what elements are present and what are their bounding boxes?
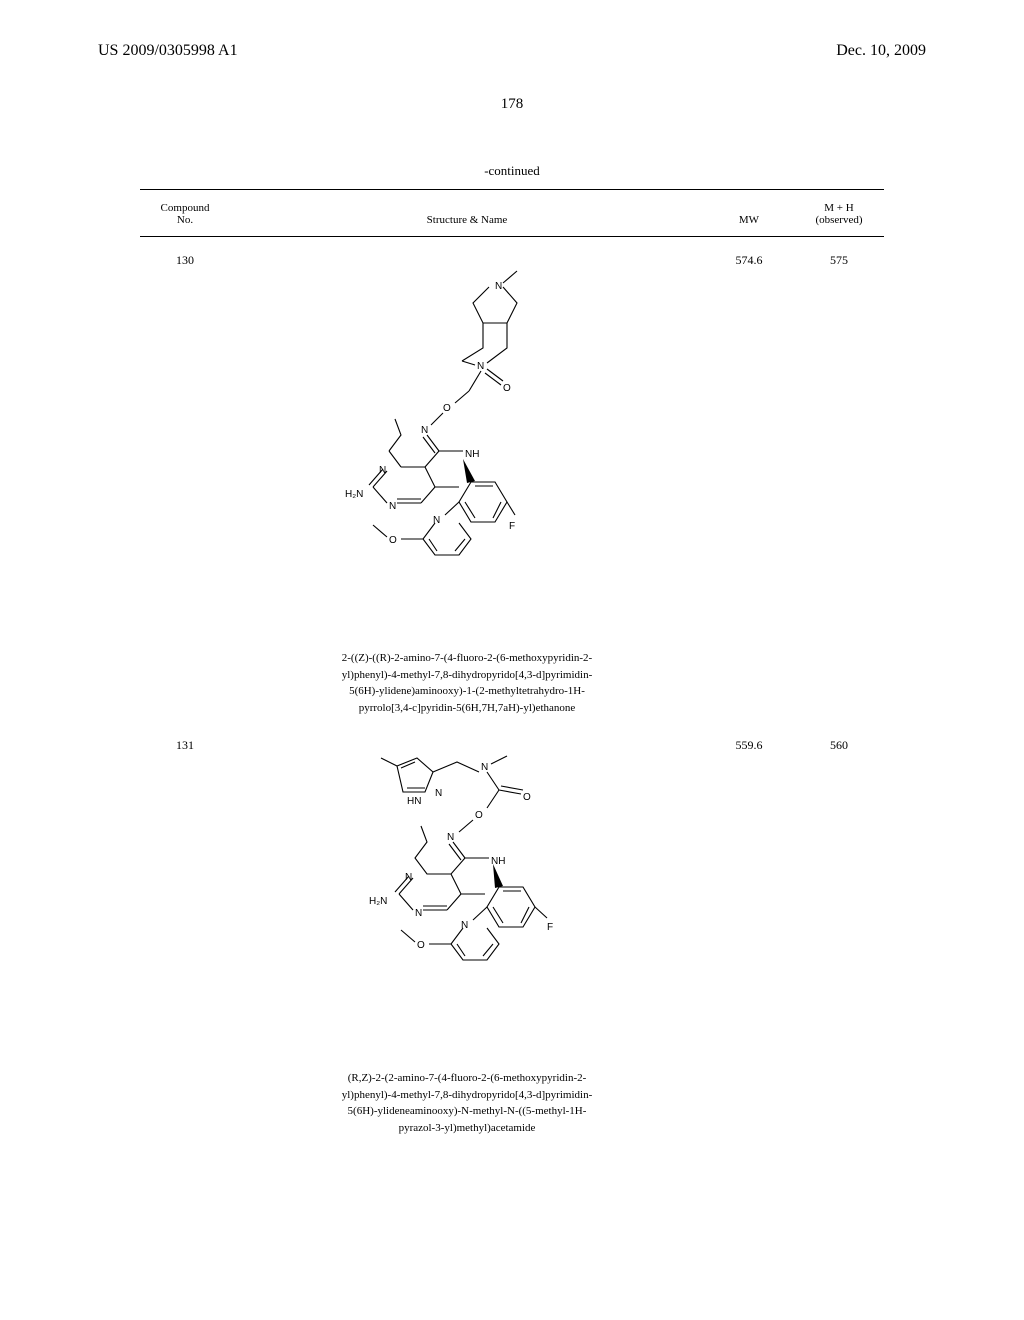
svg-text:N: N [495, 281, 502, 292]
publication-number: US 2009/0305998 A1 [98, 42, 238, 60]
svg-text:N: N [379, 465, 386, 476]
svg-text:N: N [415, 908, 422, 919]
page-header: US 2009/0305998 A1 Dec. 10, 2009 [0, 0, 1024, 60]
header-mh: M + H (observed) [794, 202, 884, 226]
svg-text:F: F [509, 521, 515, 532]
svg-text:O: O [417, 940, 425, 951]
mw-value: 559.6 [704, 738, 794, 1136]
svg-text:H₂N: H₂N [345, 489, 363, 500]
header-mw: MW [704, 202, 794, 226]
table-header-row: Compound No. Structure & Name MW M + H (… [140, 190, 884, 236]
mh-value: 575 [794, 253, 884, 716]
table-row: 130 N N O O [140, 237, 884, 716]
chemical-structure: N N O O N [317, 253, 617, 628]
header-structure: Structure & Name [230, 202, 704, 226]
svg-text:NH: NH [465, 449, 479, 460]
structure-cell: HN N N O O N NH [230, 738, 704, 1136]
table-row: 131 HN N N O [140, 716, 884, 1136]
compound-number: 131 [140, 738, 230, 1136]
continued-label: -continued [0, 163, 1024, 179]
svg-text:F: F [547, 922, 553, 933]
svg-text:N: N [447, 832, 454, 843]
svg-text:N: N [435, 788, 442, 799]
svg-text:O: O [443, 403, 451, 414]
svg-text:N: N [405, 872, 412, 883]
mh-value: 560 [794, 738, 884, 1136]
svg-text:N: N [421, 425, 428, 436]
svg-text:O: O [503, 383, 511, 394]
compound-number: 130 [140, 253, 230, 716]
svg-text:HN: HN [407, 796, 421, 807]
header-compound-no: Compound No. [140, 202, 230, 226]
svg-text:N: N [477, 361, 484, 372]
chemical-structure: HN N N O O N NH [317, 738, 617, 1048]
publication-date: Dec. 10, 2009 [836, 42, 926, 60]
svg-text:O: O [389, 535, 397, 546]
structure-cell: N N O O N [230, 253, 704, 716]
compound-name: (R,Z)-2-(2-amino-7-(4-fluoro-2-(6-methox… [332, 1070, 603, 1136]
svg-text:O: O [523, 792, 531, 803]
svg-text:N: N [389, 501, 396, 512]
svg-text:H₂N: H₂N [369, 896, 387, 907]
svg-text:O: O [475, 810, 483, 821]
mw-value: 574.6 [704, 253, 794, 716]
page-number: 178 [0, 96, 1024, 113]
svg-text:N: N [481, 762, 488, 773]
compound-name: 2-((Z)-((R)-2-amino-7-(4-fluoro-2-(6-met… [332, 650, 603, 716]
compound-table: Compound No. Structure & Name MW M + H (… [140, 189, 884, 1136]
